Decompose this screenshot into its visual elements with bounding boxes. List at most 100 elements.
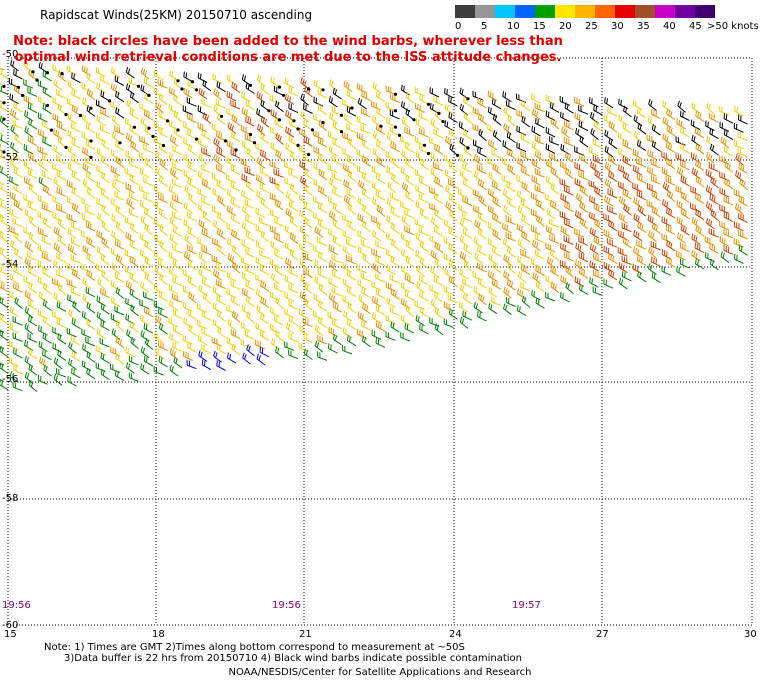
- wind-barb: [375, 240, 386, 250]
- wind-barb: [327, 130, 338, 141]
- barb-stroke: [607, 238, 618, 248]
- wind-barb: [302, 235, 313, 246]
- barb-stroke: [155, 150, 164, 163]
- barb-stroke: [14, 248, 23, 260]
- wind-barb: [42, 103, 52, 115]
- barb-stroke: [67, 243, 77, 256]
- wind-barb: [201, 310, 212, 321]
- wind-barb: [694, 258, 705, 270]
- barb-stroke: [636, 255, 647, 266]
- wind-barb: [72, 300, 81, 313]
- wind-barb: [212, 269, 222, 281]
- barb-stroke: [559, 210, 570, 221]
- barb-stroke: [140, 281, 150, 293]
- wind-barb: [24, 208, 34, 220]
- wind-barb: [115, 336, 125, 349]
- barb-stroke: [331, 253, 342, 264]
- wind-barb: [115, 221, 125, 234]
- wind-barb: [430, 249, 440, 262]
- barb-stroke: [245, 280, 255, 291]
- barb-stroke: [607, 205, 618, 215]
- wind-barb: [217, 326, 226, 339]
- barb-stroke: [618, 212, 628, 224]
- wind-barb: [535, 117, 545, 129]
- barb-stroke: [129, 288, 139, 300]
- barb-stroke: [303, 217, 313, 229]
- wind-barb: [434, 323, 444, 336]
- wind-barb: [153, 218, 164, 228]
- wind-barb: [429, 137, 440, 147]
- barb-stroke: [299, 128, 309, 139]
- barb-stroke: [503, 270, 512, 283]
- barb-stroke: [534, 102, 545, 112]
- barb-stroke: [52, 113, 63, 124]
- barb-stroke: [125, 297, 135, 309]
- wind-barb: [432, 161, 444, 172]
- wind-barb: [216, 81, 226, 93]
- barb-stroke: [140, 330, 150, 342]
- barb-stroke: [534, 168, 545, 178]
- barb-stroke: [169, 348, 179, 360]
- barb-stroke: [13, 199, 23, 211]
- wind-barb: [579, 135, 589, 148]
- wind-barb: [100, 74, 110, 85]
- wind-barb: [574, 96, 585, 107]
- barb-stroke: [24, 257, 34, 269]
- wind-barb: [400, 248, 411, 260]
- wind-barb: [314, 275, 324, 288]
- barb-stroke: [332, 219, 342, 231]
- barb-stroke: [694, 242, 705, 254]
- wind-barb: [129, 125, 139, 136]
- wind-barb: [288, 118, 299, 130]
- wind-barb: [230, 197, 241, 208]
- barb-stroke: [260, 132, 270, 145]
- barb-stroke: [332, 187, 342, 198]
- wind-barb: [503, 106, 512, 119]
- wind-barb: [661, 151, 672, 162]
- barb-stroke: [269, 225, 280, 236]
- barb-stroke: [607, 188, 618, 199]
- wind-barb: [57, 283, 67, 296]
- barb-stroke: [719, 220, 730, 231]
- wind-barb: [709, 143, 719, 156]
- barb-stroke: [139, 249, 150, 260]
- wind-barb: [549, 102, 560, 113]
- wind-barb: [603, 213, 614, 224]
- wind-barb: [429, 234, 440, 246]
- wind-barb: [231, 244, 241, 257]
- barb-stroke: [27, 201, 38, 212]
- barb-stroke: [41, 170, 52, 180]
- wind-barb: [361, 287, 371, 298]
- wind-barb: [694, 192, 705, 204]
- wind-barb: [298, 144, 309, 155]
- barb-stroke: [52, 211, 63, 222]
- barb-stroke: [71, 268, 81, 280]
- barb-stroke: [129, 91, 139, 104]
- wind-barb: [96, 327, 106, 340]
- barb-stroke: [346, 89, 357, 101]
- wind-barb: [604, 195, 614, 207]
- wind-barb: [661, 265, 672, 276]
- wind-barb: [284, 177, 295, 187]
- barb-stroke: [303, 267, 313, 278]
- wind-barb: [172, 226, 183, 238]
- wind-barb: [419, 240, 429, 253]
- barb-stroke: [415, 150, 425, 163]
- barb-stroke: [37, 145, 48, 156]
- wind-barb: [346, 238, 357, 248]
- wind-barb: [328, 96, 338, 108]
- wind-barb: [690, 185, 701, 196]
- wind-barb: [709, 193, 719, 205]
- barb-stroke: [487, 106, 498, 118]
- barb-stroke: [0, 190, 5, 202]
- barb-stroke: [259, 149, 270, 161]
- wind-barb: [52, 195, 63, 206]
- wind-barb: [197, 137, 208, 149]
- wind-barb: [53, 144, 63, 157]
- wind-barb: [144, 240, 154, 252]
- barb-stroke: [313, 244, 324, 255]
- wind-barb: [28, 232, 38, 245]
- barb-stroke: [661, 265, 672, 276]
- barb-stroke: [503, 106, 512, 119]
- wind-barb: [550, 117, 560, 130]
